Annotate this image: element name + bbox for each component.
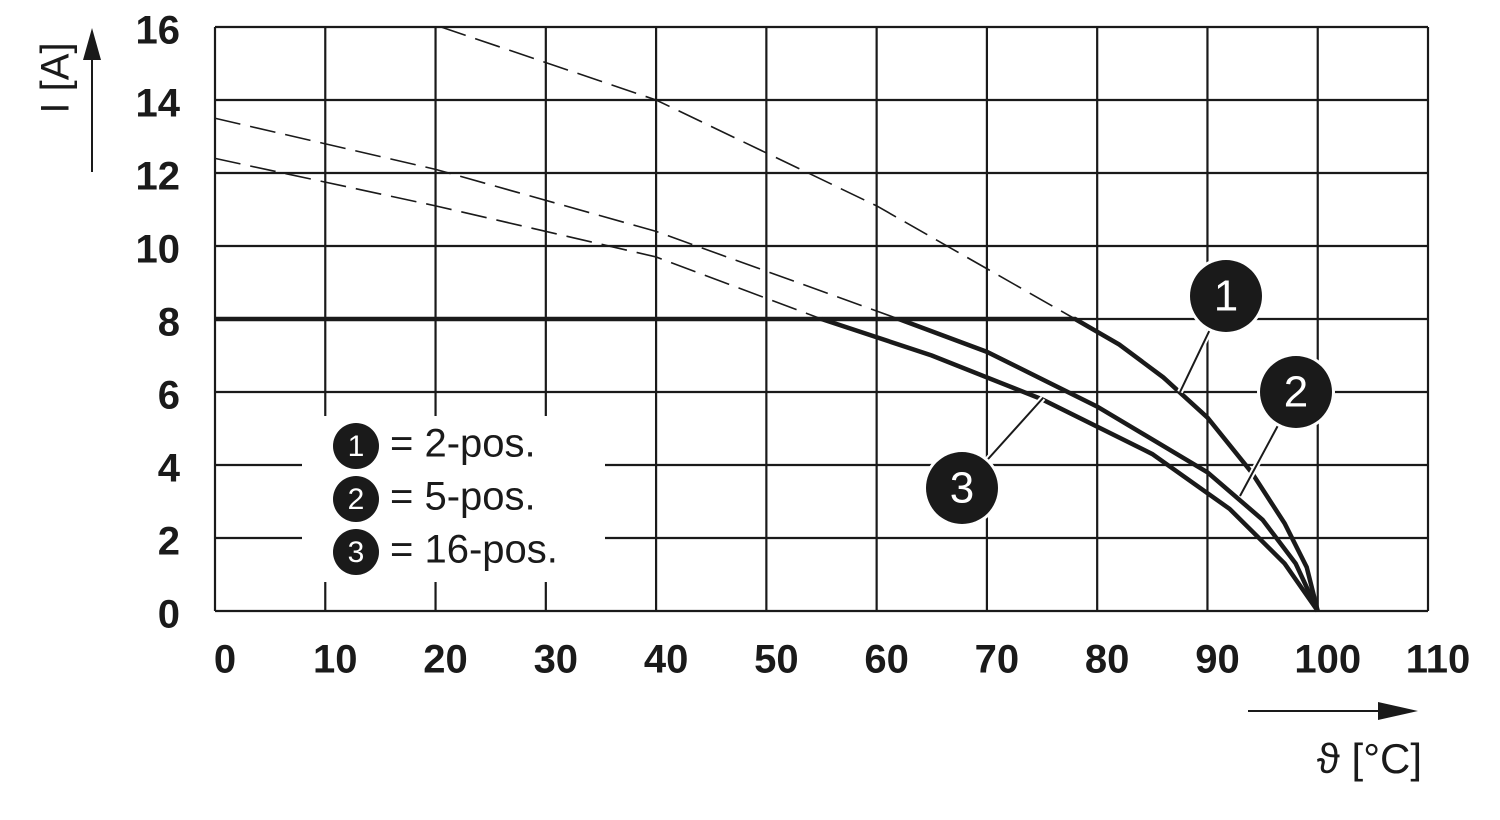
y-tick-label: 14 [136, 82, 181, 126]
x-tick-label: 30 [534, 638, 579, 682]
y-axis-label: I [A] [34, 42, 78, 113]
y-tick-label: 6 [158, 374, 180, 418]
dashed-line [440, 26, 1076, 320]
callout-label: 3 [950, 464, 974, 513]
x-tick-label: 70 [975, 638, 1020, 682]
y-tick-label: 12 [136, 155, 181, 199]
x-axis-label: ϑ [°C] [1317, 735, 1422, 782]
x-tick-label: 90 [1195, 638, 1240, 682]
legend-badge-label: 2 [348, 483, 365, 516]
line [215, 316, 1320, 612]
dashed-line [214, 117, 899, 320]
x-tick-label: 40 [644, 638, 689, 682]
legend-badge-label: 3 [348, 536, 365, 569]
y-tick-label: 2 [158, 520, 180, 564]
y-tick-label: 10 [136, 228, 181, 272]
dashed-line [214, 157, 822, 320]
callout-label: 1 [1214, 272, 1238, 321]
legend-label: = 2-pos. [390, 422, 536, 466]
line [897, 316, 1320, 612]
x-tick-label: 20 [423, 638, 468, 682]
y-tick-label: 8 [158, 301, 180, 345]
x-tick-label: 10 [313, 638, 358, 682]
x-arrowhead [1378, 702, 1418, 720]
legend-badge [333, 423, 379, 469]
y-tick-label: 16 [136, 9, 181, 53]
line [820, 316, 1320, 613]
callout-badge [926, 452, 998, 524]
callout-badge [1260, 356, 1332, 428]
y-tick-label: 4 [158, 447, 181, 491]
y-tick-label: 0 [158, 593, 180, 637]
callout-label: 2 [1284, 368, 1308, 417]
legend-label: = 16-pos. [390, 528, 558, 572]
x-tick-label: 50 [754, 638, 799, 682]
legend-badge [333, 476, 379, 522]
legend-label: = 5-pos. [390, 475, 536, 519]
x-tick-label: 0 [214, 638, 236, 682]
y-arrowhead [83, 28, 101, 60]
x-tick-label: 100 [1294, 638, 1361, 682]
x-tick-label: 60 [864, 638, 909, 682]
x-tick-label: 80 [1085, 638, 1130, 682]
callout-badge [1190, 260, 1262, 332]
legend-badge [333, 529, 379, 575]
legend-badge-label: 1 [348, 430, 365, 463]
x-tick-label: 110 [1406, 638, 1471, 682]
